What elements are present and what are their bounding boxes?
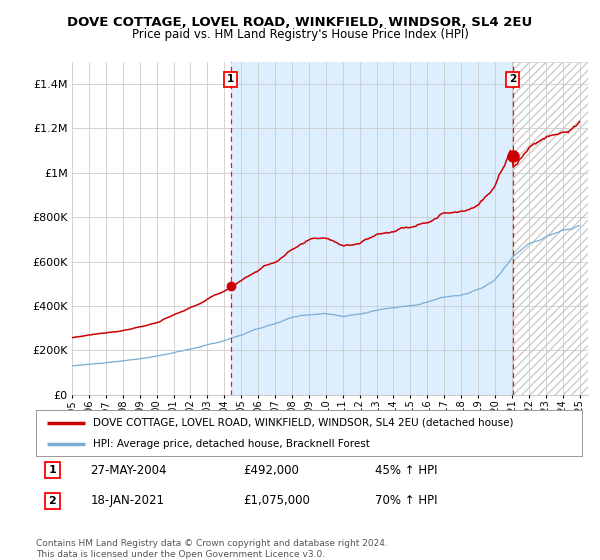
Text: 2: 2 [49, 496, 56, 506]
Text: 2: 2 [509, 74, 516, 85]
Text: Price paid vs. HM Land Registry's House Price Index (HPI): Price paid vs. HM Land Registry's House … [131, 28, 469, 41]
Text: £492,000: £492,000 [244, 464, 299, 477]
Text: 1: 1 [227, 74, 234, 85]
Text: DOVE COTTAGE, LOVEL ROAD, WINKFIELD, WINDSOR, SL4 2EU: DOVE COTTAGE, LOVEL ROAD, WINKFIELD, WIN… [67, 16, 533, 29]
Bar [230, 62, 512, 395]
Text: 27-MAY-2004: 27-MAY-2004 [91, 464, 167, 477]
Text: Contains HM Land Registry data © Crown copyright and database right 2024.
This d: Contains HM Land Registry data © Crown c… [36, 539, 388, 559]
Text: £1,075,000: £1,075,000 [244, 494, 310, 507]
Text: DOVE COTTAGE, LOVEL ROAD, WINKFIELD, WINDSOR, SL4 2EU (detached house): DOVE COTTAGE, LOVEL ROAD, WINKFIELD, WIN… [94, 418, 514, 428]
Text: 1: 1 [49, 465, 56, 475]
Text: 18-JAN-2021: 18-JAN-2021 [91, 494, 164, 507]
Bar [512, 62, 588, 395]
Text: HPI: Average price, detached house, Bracknell Forest: HPI: Average price, detached house, Brac… [94, 439, 370, 449]
Text: 70% ↑ HPI: 70% ↑ HPI [374, 494, 437, 507]
Text: 45% ↑ HPI: 45% ↑ HPI [374, 464, 437, 477]
Bar [512, 62, 588, 395]
